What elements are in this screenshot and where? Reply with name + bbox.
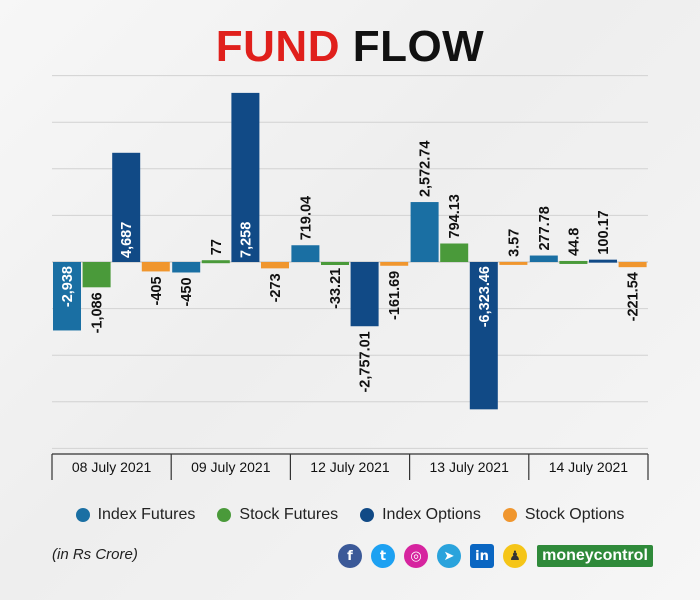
telegram-icon[interactable]: ➤ xyxy=(437,544,461,568)
grid-lines xyxy=(52,75,648,449)
bar-index-futures xyxy=(410,202,439,262)
data-label: 794.13 xyxy=(447,194,463,238)
linkedin-icon[interactable]: in xyxy=(470,544,494,568)
data-label: 77 xyxy=(209,239,225,255)
data-labels: -2,938 -1,086 4,687 -405 -450 77 7,258 -273 719.… xyxy=(60,141,642,393)
title-word-flow: FLOW xyxy=(352,22,485,71)
legend-label: Index Futures xyxy=(97,506,196,523)
legend-label: Stock Futures xyxy=(239,506,339,523)
x-tick-label: 14 July 2021 xyxy=(549,459,629,475)
data-label: 7,258 xyxy=(238,222,254,258)
legend-item: Index Futures xyxy=(75,506,196,524)
data-label: -221.54 xyxy=(626,272,642,321)
legend-label: Stock Options xyxy=(524,506,625,523)
category-axis: 08 July 2021 09 July 2021 12 July 2021 13 J… xyxy=(51,453,649,480)
data-label: -6,323.46 xyxy=(477,266,493,327)
legend-item: Index Options xyxy=(360,506,481,524)
data-label: 2,572.74 xyxy=(418,141,434,197)
data-label: 3.57 xyxy=(506,229,522,257)
bar-stock-futures xyxy=(321,262,349,265)
koo-icon[interactable]: ♟ xyxy=(503,544,527,568)
bar-index-futures xyxy=(291,245,320,262)
bar-index-options xyxy=(112,152,141,262)
bar-stock-options xyxy=(618,262,647,268)
bar-stock-futures xyxy=(201,260,230,264)
bar-index-options xyxy=(589,259,617,263)
legend-swatch xyxy=(75,508,90,522)
bar-index-options xyxy=(469,262,498,410)
legend: Index Futures Stock Futures Index Options S… xyxy=(0,506,700,524)
bar-stock-options xyxy=(499,261,528,265)
x-tick-label: 12 July 2021 xyxy=(310,459,390,475)
instagram-icon[interactable]: ◎ xyxy=(404,544,428,568)
data-label: -33.21 xyxy=(328,268,344,309)
fund-flow-chart: -2,938 -1,086 4,687 -405 -450 77 7,258 -273 719.… xyxy=(51,75,649,480)
data-label: 4,687 xyxy=(119,222,135,258)
bar-stock-futures xyxy=(82,262,111,288)
data-label: 719.04 xyxy=(298,196,314,240)
x-tick-label: 13 July 2021 xyxy=(429,459,509,475)
data-label: -1,086 xyxy=(90,292,106,333)
data-label: -405 xyxy=(149,276,165,305)
bar-stock-futures xyxy=(440,243,469,262)
data-label: 100.17 xyxy=(596,210,612,254)
x-tick-label: 09 July 2021 xyxy=(191,459,271,475)
data-label: -2,757.01 xyxy=(358,331,374,392)
social-icons: f t ◎ ➤ in ♟ xyxy=(338,544,527,568)
x-tick-label: 08 July 2021 xyxy=(72,459,152,475)
unit-note: (in Rs Crore) xyxy=(52,546,138,563)
bars xyxy=(53,92,647,410)
legend-swatch xyxy=(502,508,517,522)
legend-swatch xyxy=(217,508,232,522)
data-label: -450 xyxy=(179,277,195,306)
title-word-fund: FUND xyxy=(215,22,340,71)
chart-title: FUND FLOW xyxy=(0,22,700,72)
legend-item: Stock Futures xyxy=(217,506,338,524)
bar-stock-options xyxy=(141,262,170,272)
bar-stock-options xyxy=(380,262,409,266)
bar-stock-futures xyxy=(559,260,588,264)
facebook-icon[interactable]: f xyxy=(338,544,362,568)
bar-stock-options xyxy=(261,262,289,269)
data-label: 44.8 xyxy=(566,228,582,256)
bar-index-options xyxy=(350,262,379,327)
data-label: -2,938 xyxy=(60,266,76,307)
bar-index-options xyxy=(231,92,260,262)
data-label: -161.69 xyxy=(387,271,403,320)
legend-swatch xyxy=(360,508,375,522)
data-label: 277.78 xyxy=(537,206,553,250)
legend-label: Index Options xyxy=(382,506,481,523)
legend-item: Stock Options xyxy=(502,506,625,524)
bar-index-futures xyxy=(529,255,558,262)
data-label: -273 xyxy=(268,273,284,302)
bar-index-futures xyxy=(172,262,201,273)
twitter-icon[interactable]: t xyxy=(371,544,395,568)
moneycontrol-logo[interactable]: moneycontrol xyxy=(537,545,653,567)
bar-index-futures xyxy=(53,262,81,331)
